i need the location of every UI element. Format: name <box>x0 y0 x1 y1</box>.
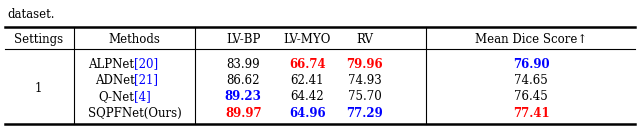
Text: [20]: [20] <box>134 57 159 71</box>
Text: Methods: Methods <box>108 33 161 46</box>
Text: Q-Net: Q-Net <box>99 90 134 103</box>
Text: 75.70: 75.70 <box>348 90 381 103</box>
Text: 74.93: 74.93 <box>348 73 381 87</box>
Text: 76.45: 76.45 <box>515 90 548 103</box>
Text: 1: 1 <box>35 82 42 95</box>
Text: 77.41: 77.41 <box>513 107 550 120</box>
Text: LV-BP: LV-BP <box>226 33 260 46</box>
Text: Mean Dice Score↑: Mean Dice Score↑ <box>475 33 588 46</box>
Text: SQPFNet(Ours): SQPFNet(Ours) <box>88 107 181 120</box>
Text: LV-MYO: LV-MYO <box>284 33 331 46</box>
Text: [21]: [21] <box>134 73 159 87</box>
Text: ALPNet: ALPNet <box>88 57 134 71</box>
Text: 64.96: 64.96 <box>289 107 326 120</box>
Text: 64.42: 64.42 <box>291 90 324 103</box>
Text: 79.96: 79.96 <box>346 57 383 71</box>
Text: 77.29: 77.29 <box>346 107 383 120</box>
Text: RV: RV <box>356 33 373 46</box>
Text: 89.23: 89.23 <box>225 90 262 103</box>
Text: 86.62: 86.62 <box>227 73 260 87</box>
Text: 76.90: 76.90 <box>513 57 550 71</box>
Text: 66.74: 66.74 <box>289 57 326 71</box>
Text: Settings: Settings <box>14 33 63 46</box>
Text: 83.99: 83.99 <box>227 57 260 71</box>
Text: 89.97: 89.97 <box>225 107 262 120</box>
Text: dataset.: dataset. <box>8 8 55 21</box>
Text: [4]: [4] <box>134 90 151 103</box>
Text: ADNet: ADNet <box>95 73 134 87</box>
Text: 62.41: 62.41 <box>291 73 324 87</box>
Text: 74.65: 74.65 <box>515 73 548 87</box>
